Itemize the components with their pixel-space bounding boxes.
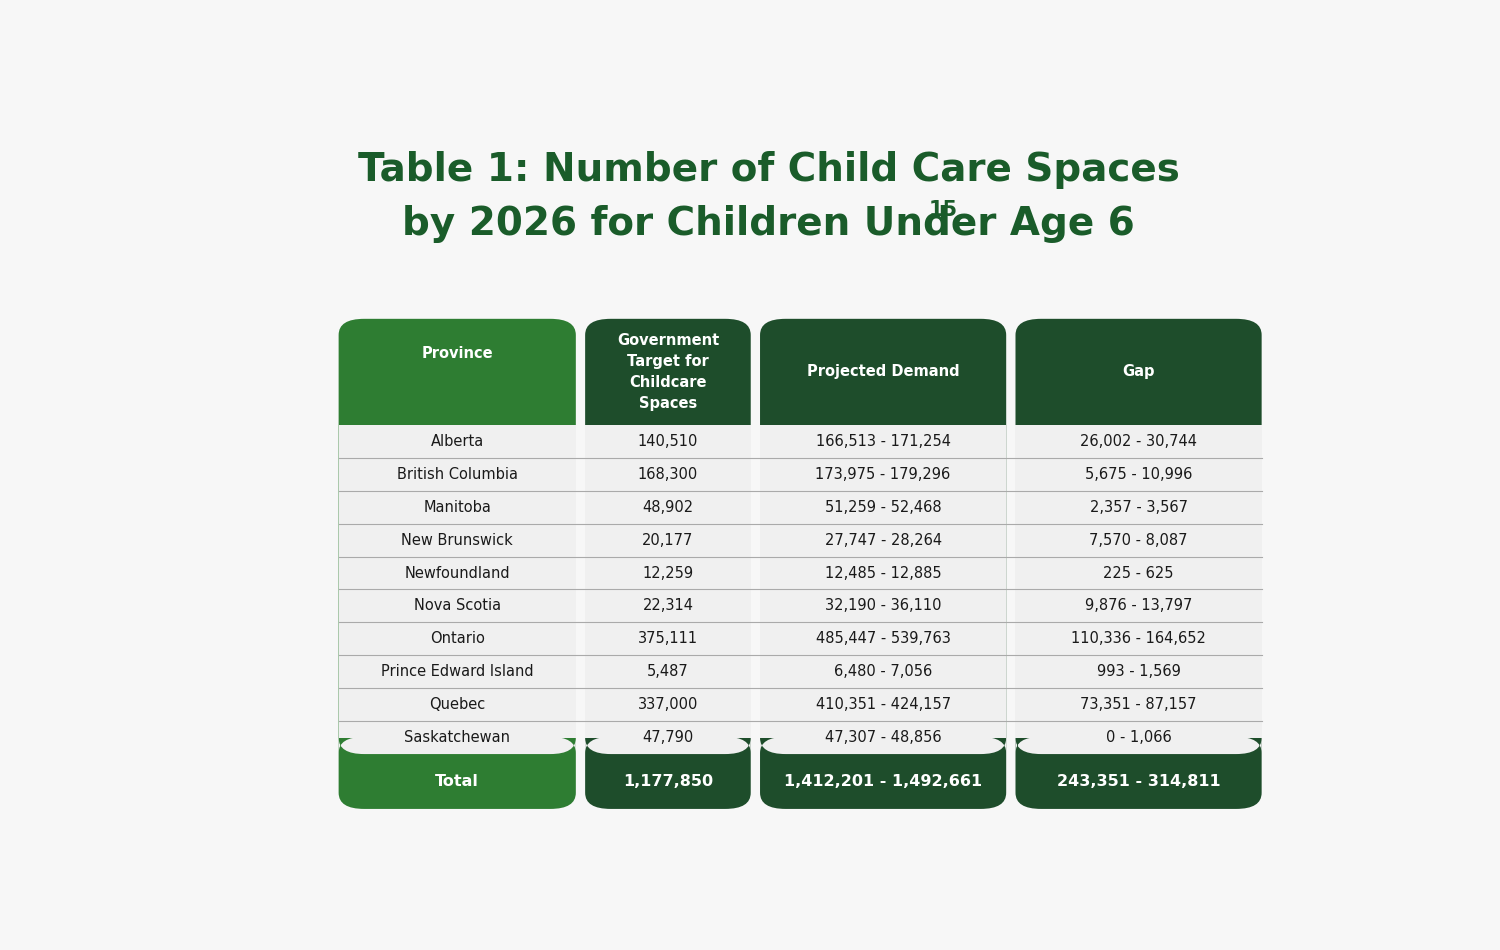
Text: Quebec: Quebec bbox=[429, 697, 486, 712]
Text: 1,177,850: 1,177,850 bbox=[622, 774, 712, 789]
Text: 26,002 - 30,744: 26,002 - 30,744 bbox=[1080, 434, 1197, 448]
FancyBboxPatch shape bbox=[585, 737, 750, 754]
Text: 9,876 - 13,797: 9,876 - 13,797 bbox=[1084, 598, 1192, 614]
Text: 410,351 - 424,157: 410,351 - 424,157 bbox=[816, 697, 951, 712]
Text: 27,747 - 28,264: 27,747 - 28,264 bbox=[825, 533, 942, 547]
Text: 6,480 - 7,056: 6,480 - 7,056 bbox=[834, 664, 932, 679]
Text: Gap: Gap bbox=[1122, 365, 1155, 379]
Text: 1,412,201 - 1,492,661: 1,412,201 - 1,492,661 bbox=[784, 774, 982, 789]
Text: 32,190 - 36,110: 32,190 - 36,110 bbox=[825, 598, 942, 614]
Text: Manitoba: Manitoba bbox=[423, 500, 490, 515]
Text: 5,675 - 10,996: 5,675 - 10,996 bbox=[1084, 466, 1192, 482]
Text: 993 - 1,569: 993 - 1,569 bbox=[1096, 664, 1180, 679]
Text: 168,300: 168,300 bbox=[638, 466, 698, 482]
FancyBboxPatch shape bbox=[760, 737, 1006, 754]
Text: 12,259: 12,259 bbox=[642, 565, 693, 580]
Text: 5,487: 5,487 bbox=[646, 664, 688, 679]
Text: 485,447 - 539,763: 485,447 - 539,763 bbox=[816, 632, 951, 646]
Text: 140,510: 140,510 bbox=[638, 434, 698, 448]
Text: Saskatchewan: Saskatchewan bbox=[404, 731, 510, 745]
FancyBboxPatch shape bbox=[1016, 737, 1262, 754]
Text: 110,336 - 164,652: 110,336 - 164,652 bbox=[1071, 632, 1206, 646]
Text: 2,357 - 3,567: 2,357 - 3,567 bbox=[1089, 500, 1188, 515]
FancyBboxPatch shape bbox=[339, 319, 576, 809]
Text: 47,307 - 48,856: 47,307 - 48,856 bbox=[825, 731, 942, 745]
Text: 0 - 1,066: 0 - 1,066 bbox=[1106, 731, 1172, 745]
Text: 22,314: 22,314 bbox=[642, 598, 693, 614]
Text: Prince Edward Island: Prince Edward Island bbox=[381, 664, 534, 679]
Text: by 2026 for Children Under Age 6: by 2026 for Children Under Age 6 bbox=[402, 205, 1136, 243]
Text: Alberta: Alberta bbox=[430, 434, 484, 448]
Text: 15: 15 bbox=[928, 200, 958, 220]
Text: 375,111: 375,111 bbox=[638, 632, 698, 646]
Text: 47,790: 47,790 bbox=[642, 731, 693, 745]
Text: Projected Demand: Projected Demand bbox=[807, 365, 960, 379]
Text: 48,902: 48,902 bbox=[642, 500, 693, 515]
Text: 51,259 - 52,468: 51,259 - 52,468 bbox=[825, 500, 942, 515]
Text: Nova Scotia: Nova Scotia bbox=[414, 598, 501, 614]
FancyBboxPatch shape bbox=[760, 319, 1006, 809]
FancyBboxPatch shape bbox=[585, 319, 750, 809]
Text: British Columbia: British Columbia bbox=[396, 466, 518, 482]
Text: 225 - 625: 225 - 625 bbox=[1104, 565, 1174, 580]
Text: 73,351 - 87,157: 73,351 - 87,157 bbox=[1080, 697, 1197, 712]
Text: 20,177: 20,177 bbox=[642, 533, 693, 547]
Text: 7,570 - 8,087: 7,570 - 8,087 bbox=[1089, 533, 1188, 547]
Text: New Brunswick: New Brunswick bbox=[402, 533, 513, 547]
Text: Ontario: Ontario bbox=[430, 632, 484, 646]
Text: Province: Province bbox=[422, 346, 494, 361]
FancyBboxPatch shape bbox=[1016, 319, 1262, 809]
FancyBboxPatch shape bbox=[339, 737, 576, 754]
Text: 337,000: 337,000 bbox=[638, 697, 698, 712]
Text: Government
Target for
Childcare
Spaces: Government Target for Childcare Spaces bbox=[616, 332, 718, 410]
Text: 243,351 - 314,811: 243,351 - 314,811 bbox=[1058, 774, 1221, 789]
Text: 173,975 - 179,296: 173,975 - 179,296 bbox=[816, 466, 951, 482]
Text: Table 1: Number of Child Care Spaces: Table 1: Number of Child Care Spaces bbox=[358, 151, 1179, 189]
Text: Newfoundland: Newfoundland bbox=[405, 565, 510, 580]
Text: 166,513 - 171,254: 166,513 - 171,254 bbox=[816, 434, 951, 448]
Text: Total: Total bbox=[435, 774, 478, 789]
Text: 12,485 - 12,885: 12,485 - 12,885 bbox=[825, 565, 942, 580]
